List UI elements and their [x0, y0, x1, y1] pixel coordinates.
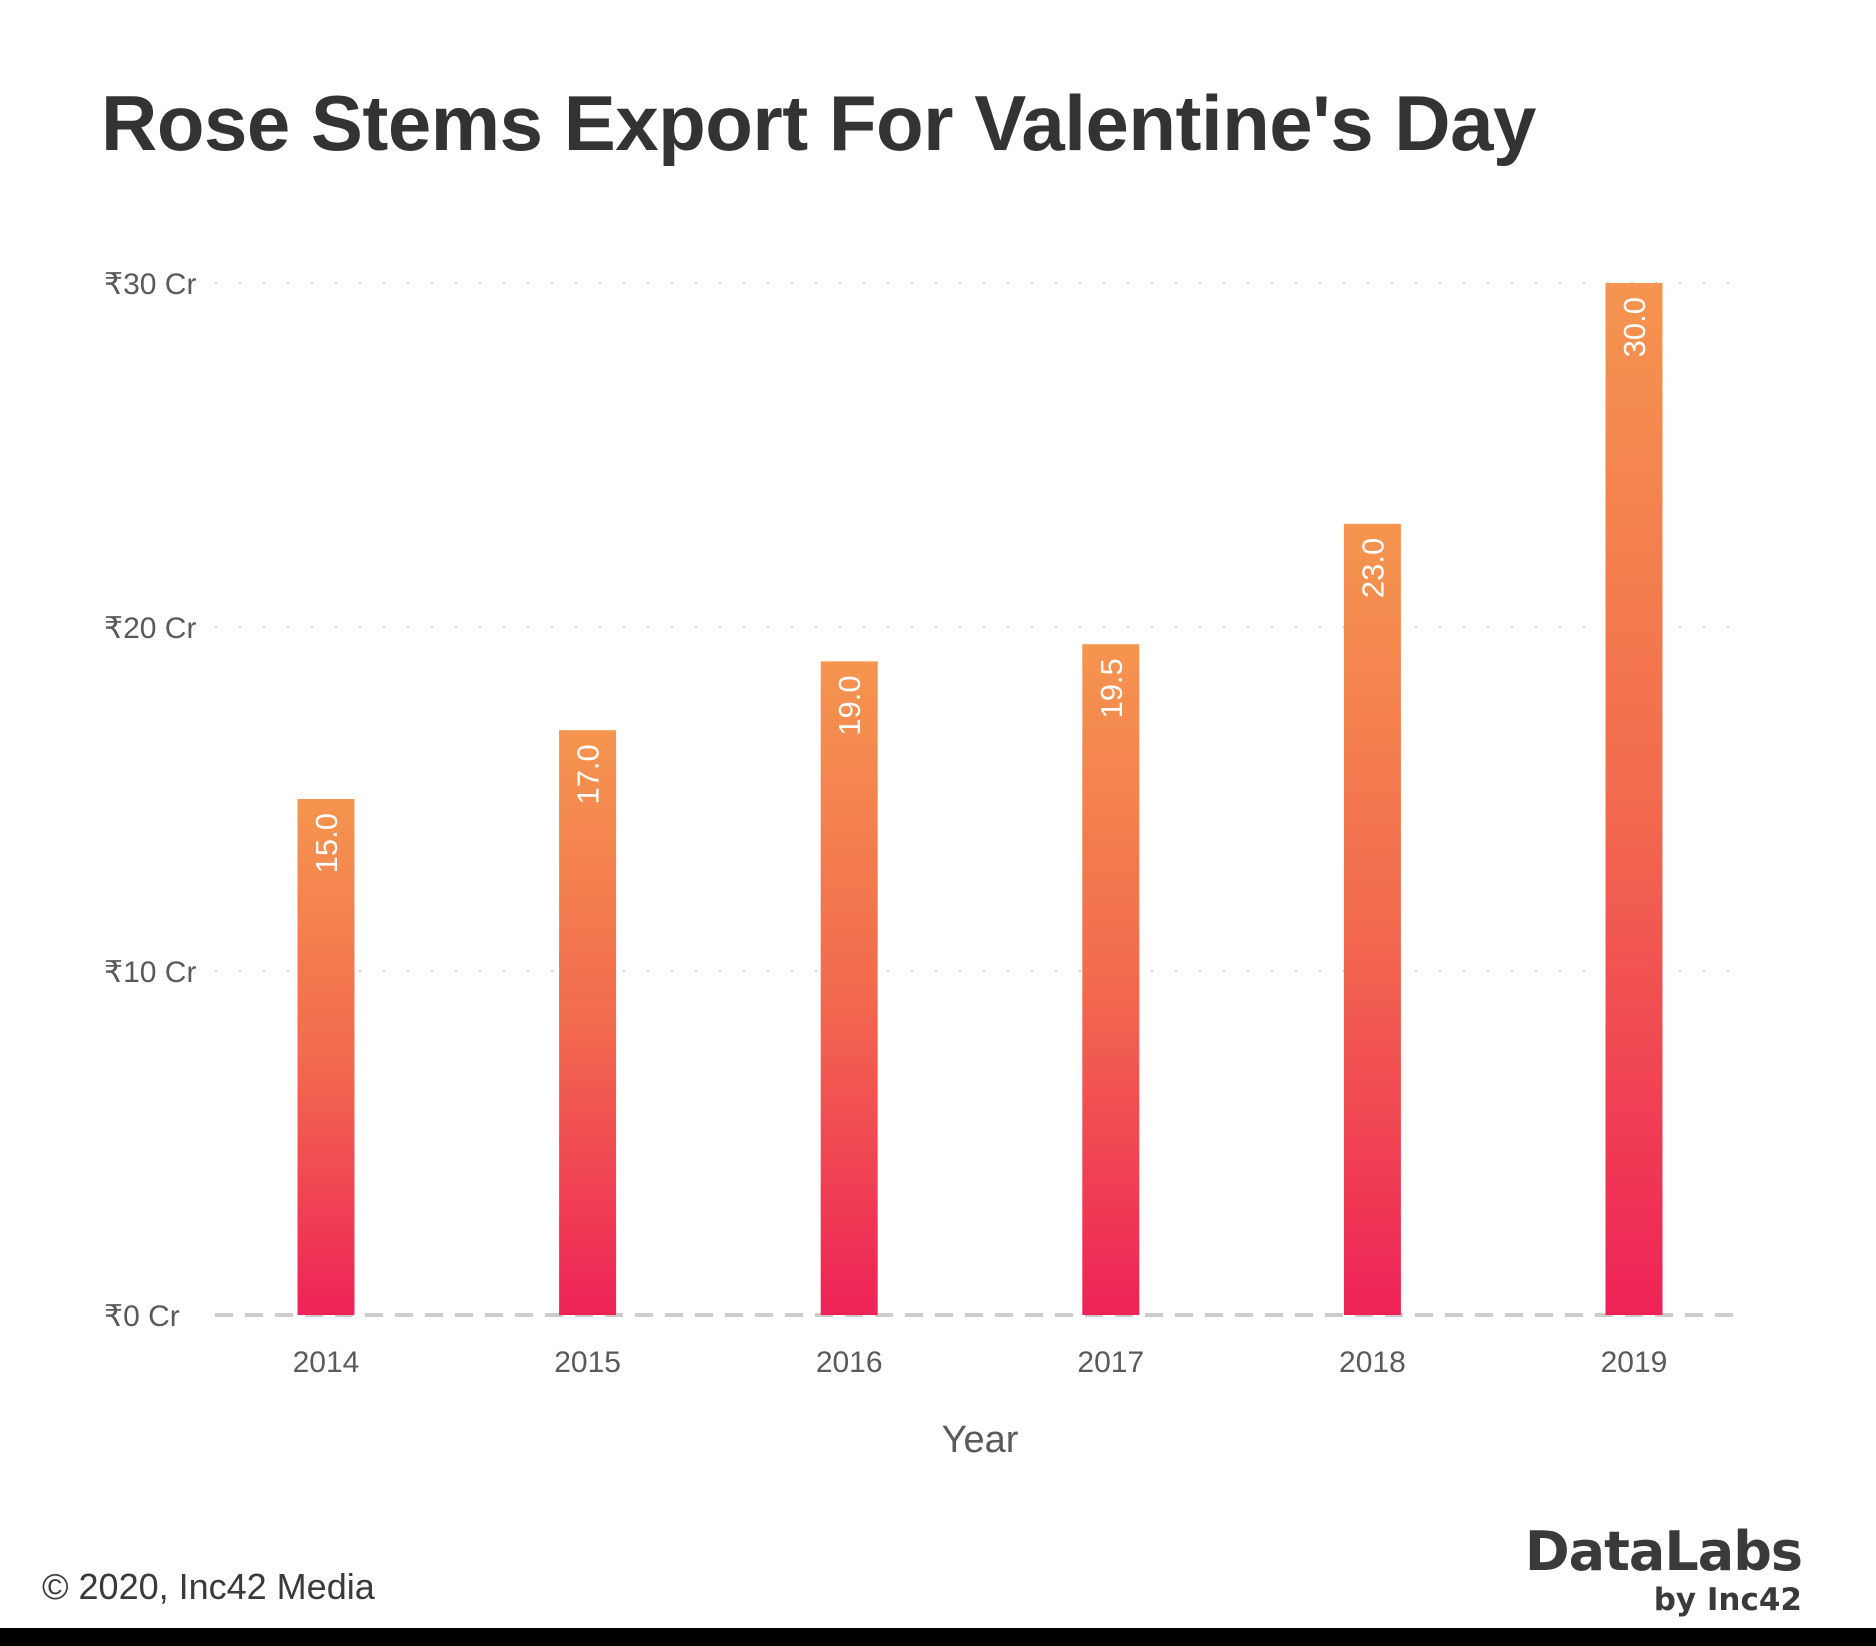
- bar-value-label: 30.0: [1617, 297, 1652, 357]
- bar-value-label: 15.0: [309, 813, 344, 873]
- x-tick-label: 2015: [554, 1346, 621, 1379]
- bottom-border-bar: [0, 1628, 1876, 1646]
- chart-title: Rose Stems Export For Valentine's Day: [101, 79, 1536, 167]
- bars: 15.0 17.0 19.0 19.5 23.0 30.0: [297, 283, 1663, 1315]
- x-tick-label: 2017: [1077, 1346, 1144, 1379]
- bar: [1605, 283, 1663, 1315]
- y-tick-label: ₹30 Cr: [104, 268, 196, 301]
- brand-logo-subtext: by Inc42: [1653, 1582, 1802, 1618]
- x-axis-ticks: 2014 2015 2016 2017 2018 2019: [293, 1346, 1668, 1379]
- x-tick-label: 2019: [1601, 1346, 1668, 1379]
- x-tick-label: 2014: [293, 1346, 360, 1379]
- x-tick-label: 2018: [1339, 1346, 1406, 1379]
- gridlines: [215, 282, 1740, 1317]
- bar: [559, 730, 617, 1315]
- copyright-text: © 2020, Inc42 Media: [42, 1566, 375, 1607]
- y-tick-label: ₹0 Cr: [104, 1300, 180, 1333]
- bar-value-label: 23.0: [1355, 538, 1390, 598]
- bar-value-label: 19.5: [1094, 658, 1129, 718]
- y-tick-label: ₹10 Cr: [104, 956, 196, 989]
- bar-value-label: 19.0: [832, 675, 867, 735]
- y-tick-label: ₹20 Cr: [104, 612, 196, 645]
- y-axis-ticks: ₹0 Cr ₹10 Cr ₹20 Cr ₹30 Cr: [104, 268, 196, 1333]
- bar: [1343, 523, 1401, 1315]
- x-axis-label: Year: [942, 1419, 1019, 1461]
- brand-logo-text: DataLabs: [1524, 1520, 1803, 1583]
- bar: [1082, 644, 1140, 1315]
- bar: [820, 661, 878, 1315]
- x-tick-label: 2016: [816, 1346, 883, 1379]
- bar: [297, 799, 355, 1315]
- bar-value-label: 17.0: [571, 744, 606, 804]
